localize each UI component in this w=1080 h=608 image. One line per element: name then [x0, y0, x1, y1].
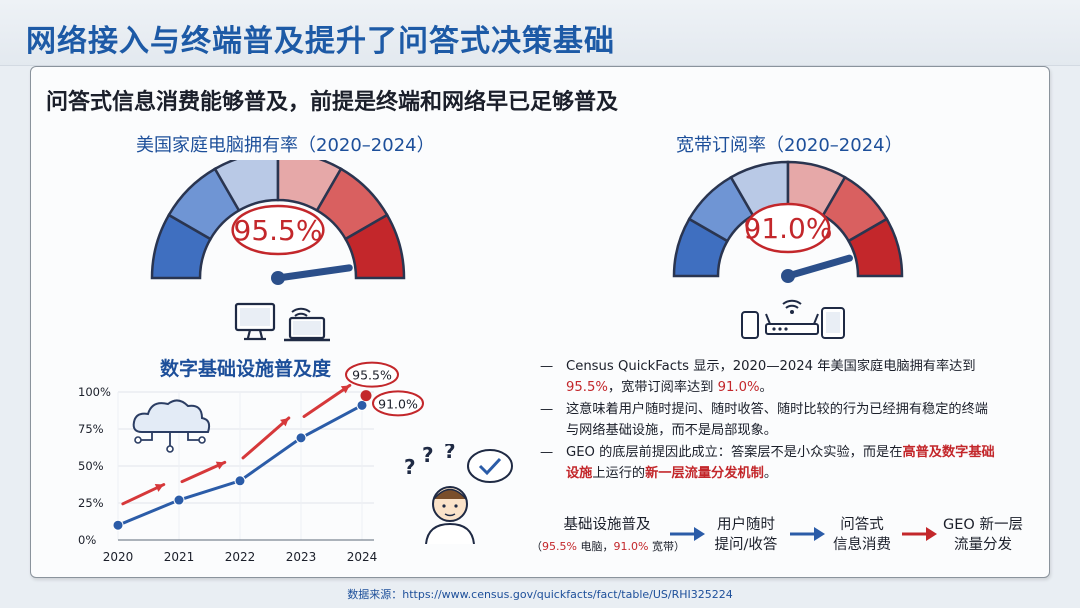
arrow-right-icon	[902, 527, 937, 541]
x-tick-label: 2022	[225, 550, 256, 564]
y-tick-label: 75%	[78, 422, 104, 436]
network-node	[134, 436, 142, 444]
x-tick-label: 2023	[286, 550, 317, 564]
gauge-segment	[846, 217, 904, 278]
gauge-value-label: 91.0%	[744, 212, 833, 245]
flow-step-infrastructure: 基础设施普及	[563, 517, 651, 533]
series-point	[173, 494, 185, 506]
note-item: — 这意味着用户随时提问、随时收答、随时比较的行为已经拥有稳定的终端与网络基础设…	[540, 402, 988, 438]
arrow-right-icon	[670, 527, 705, 541]
x-tick-label: 2020	[103, 550, 134, 564]
trend-arrow	[241, 416, 291, 460]
flow-step-consumption: 问答式 信息消费	[833, 517, 891, 553]
end-label-broadband: 91.0%	[378, 396, 418, 411]
gauge-title-computer: 美国家庭电脑拥有率（2020–2024）	[136, 135, 435, 156]
trend-arrowhead	[340, 385, 350, 394]
question-mark-icon: ?	[444, 444, 456, 463]
gauge-title-broadband: 宽带订阅率（2020–2024）	[676, 135, 903, 156]
gauge-broadband: 91.0%	[672, 160, 904, 283]
y-tick-label: 50%	[78, 459, 104, 473]
note-item: — Census QuickFacts 显示，2020—2024 年美国家庭电脑…	[540, 359, 976, 395]
cloud-shape	[132, 399, 211, 433]
data-source: 数据来源：https://www.census.gov/quickfacts/f…	[347, 588, 733, 601]
x-axis-ticks: 2020 2021 2022 2023 2024	[103, 550, 378, 564]
chart-title: 数字基础设施普及度	[160, 358, 332, 380]
gauge-needle	[784, 254, 853, 280]
trend-arrow	[302, 383, 352, 418]
arrow-right-icon	[790, 527, 825, 541]
tablet-icon	[821, 307, 845, 339]
gauge-hub	[271, 271, 285, 285]
trend-chart: 0% 25% 50% 75% 100% 2020 2021 2022 2023 2024 95.…	[78, 361, 424, 564]
desktop-computer-icon	[234, 302, 330, 342]
cloud-network-icon	[132, 399, 211, 453]
series-point	[234, 475, 246, 487]
person-icon	[425, 486, 475, 544]
question-mark-icon: ?	[422, 444, 434, 467]
notes-list: — Census QuickFacts 显示，2020—2024 年美国家庭电脑…	[540, 357, 1025, 486]
series-point	[356, 399, 368, 411]
gauge-computer: 95.5%	[150, 160, 406, 285]
network-node	[166, 445, 174, 453]
question-mark-icon: ?	[404, 455, 416, 479]
laptop-icon	[284, 316, 330, 342]
chart-series	[112, 399, 368, 531]
trend-arrowhead	[215, 461, 225, 470]
page-title: 网络接入与终端普及提升了问答式决策基础	[26, 24, 615, 59]
end-label-ring	[345, 361, 399, 388]
end-label-ring	[372, 390, 424, 417]
gauge-value-ring	[745, 202, 831, 254]
gauge-hub	[781, 269, 795, 283]
trend-arrowhead	[280, 417, 289, 427]
x-tick-label: 2024	[347, 550, 378, 564]
subtitle: 问答式信息消费能够普及，前提是终端和网络早已足够普及	[46, 90, 619, 115]
devices-broadband	[738, 294, 848, 346]
end-marker	[360, 390, 372, 402]
page-header: 网络接入与终端普及提升了问答式决策基础	[0, 0, 1080, 66]
y-tick-label: 0%	[78, 533, 96, 547]
series-point	[112, 519, 124, 531]
chart-end-labels: 95.5% 91.0%	[345, 361, 424, 417]
y-tick-label: 100%	[78, 385, 111, 399]
flow-step-ask: 用户随时 提问/收答	[714, 517, 778, 553]
network-lines	[140, 432, 200, 446]
gauge-value-label: 95.5%	[234, 214, 323, 247]
gauge-value-ring	[231, 204, 325, 256]
series-point	[295, 432, 307, 444]
flow-step-infrastructure-detail: （95.5% 电脑，91.0% 宽带）	[531, 540, 685, 553]
smartphone-icon	[741, 299, 845, 339]
wifi-router-icon	[765, 299, 819, 335]
chart-grid	[117, 391, 374, 541]
gauge-needle	[274, 264, 353, 282]
devices-computer	[228, 298, 338, 348]
note-item: — GEO 的底层前提因此成立：答案层不是小众实验，而是在高普及数字基础设施上运…	[540, 445, 995, 481]
gauge-segment	[343, 213, 406, 280]
y-axis-ticks: 0% 25% 50% 75% 100%	[78, 385, 111, 547]
end-label-computer: 95.5%	[352, 368, 392, 383]
y-tick-label: 25%	[78, 496, 104, 510]
trend-arrowhead	[154, 484, 164, 492]
network-node	[198, 436, 206, 444]
x-tick-label: 2021	[164, 550, 195, 564]
gauge-segment	[213, 160, 280, 213]
checkmark-bubble-icon	[467, 449, 513, 483]
thinking-person-illustration: ? ? ?	[404, 444, 513, 544]
flow-step-geo: GEO 新一层 流量分发	[943, 517, 1023, 553]
chart-decorations	[121, 383, 352, 506]
